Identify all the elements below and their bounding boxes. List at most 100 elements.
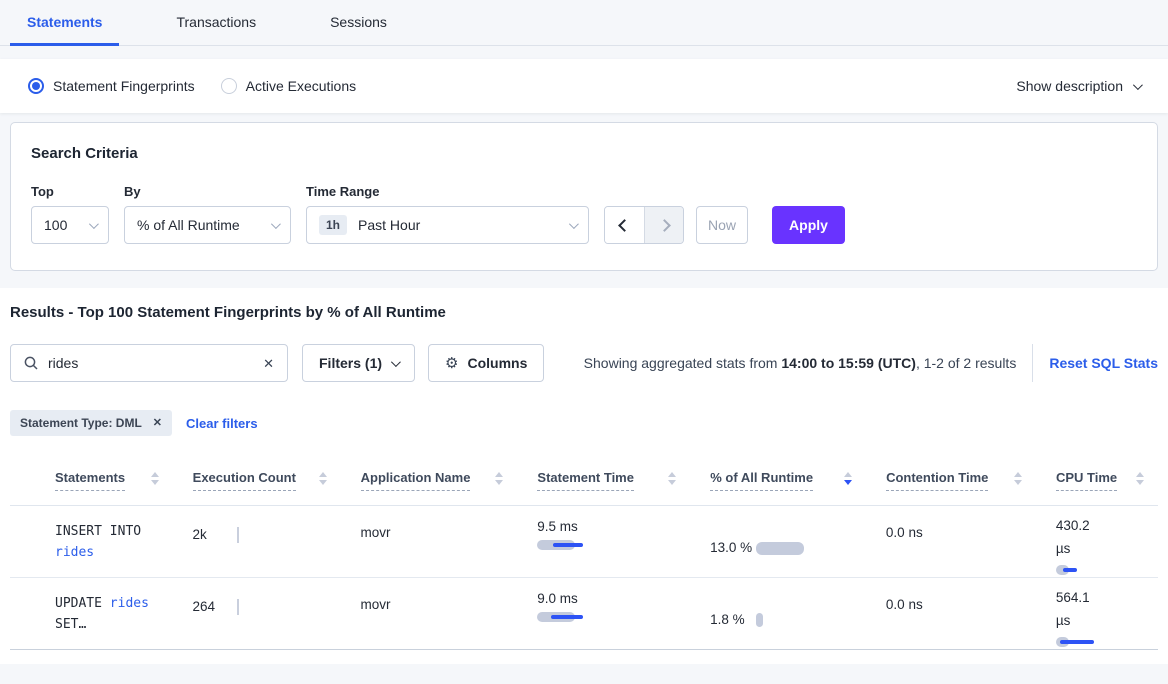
time-range-label: Time Range xyxy=(306,184,380,199)
by-field: By % of All Runtime xyxy=(124,184,291,244)
runtime-pct-value: 1.8 % xyxy=(710,612,745,627)
column-header-statements[interactable]: Statements xyxy=(55,450,193,505)
top-select[interactable]: 100 xyxy=(31,206,109,244)
cpu-time-bar xyxy=(1055,636,1108,648)
columns-button[interactable]: ⚙ Columns xyxy=(428,344,545,382)
chevron-right-icon xyxy=(657,218,671,232)
runtime-pct-bar xyxy=(756,613,764,627)
search-criteria-title: Search Criteria xyxy=(31,145,138,162)
column-header-runtime-pct[interactable]: % of All Runtime xyxy=(710,450,886,505)
reset-sql-stats-link[interactable]: Reset SQL Stats xyxy=(1049,355,1158,371)
clear-filters-link[interactable]: Clear filters xyxy=(186,415,258,431)
statements-table: Statements Execution Count Application N… xyxy=(10,450,1158,650)
table-row: UPDATE rides SET… 264 movr 9.0 ms 1.8 % xyxy=(10,578,1158,650)
cpu-time-bar xyxy=(1055,564,1108,576)
top-select-value: 100 xyxy=(44,217,68,233)
chevron-down-icon xyxy=(88,218,99,229)
results-section: Results - Top 100 Statement Fingerprints… xyxy=(0,288,1168,664)
column-header-contention-time[interactable]: Contention Time xyxy=(886,450,1056,505)
statement-time-value: 9.5 ms xyxy=(537,519,578,534)
apply-button[interactable]: Apply xyxy=(772,206,845,244)
execution-count-value: 2k xyxy=(192,526,207,542)
results-controls-row: ✕ Filters (1) ⚙ Columns Showing aggregat… xyxy=(10,344,1158,382)
statement-time-cell: 9.0 ms xyxy=(537,578,710,649)
search-box[interactable]: ✕ xyxy=(10,344,288,382)
vertical-divider xyxy=(1032,344,1034,382)
top-tabs: Statements Transactions Sessions xyxy=(0,0,1168,46)
column-header-label: Contention Time xyxy=(886,470,989,491)
statement-time-value: 9.0 ms xyxy=(537,591,578,606)
statement-table-link[interactable]: rides xyxy=(55,545,95,560)
previous-time-button[interactable] xyxy=(605,207,644,243)
column-header-label: Statements xyxy=(55,470,126,491)
column-header-statement-time[interactable]: Statement Time xyxy=(537,450,710,505)
search-input[interactable] xyxy=(48,355,254,371)
tab-statements-label: Statements xyxy=(27,13,103,30)
time-nav-group xyxy=(604,206,684,244)
sort-icon-active-desc[interactable] xyxy=(844,472,853,485)
search-icon xyxy=(24,356,38,370)
statement-fingerprint-link[interactable]: UPDATE rides SET… xyxy=(55,593,163,635)
execution-count-cell: 2k xyxy=(193,506,361,550)
filters-button[interactable]: Filters (1) xyxy=(302,344,416,382)
contention-time-value: 0.0 ns xyxy=(885,525,923,540)
radio-active-executions[interactable]: Active Executions xyxy=(220,78,356,94)
sort-icon[interactable] xyxy=(668,472,677,485)
sort-icon[interactable] xyxy=(1013,472,1022,485)
clear-search-icon[interactable]: ✕ xyxy=(263,355,274,371)
results-heading: Results - Top 100 Statement Fingerprints… xyxy=(10,304,446,321)
column-header-label: CPU Time xyxy=(1055,470,1118,491)
runtime-pct-value: 13.0 % xyxy=(710,540,753,555)
runtime-pct-cell: 1.8 % xyxy=(710,578,886,649)
remove-filter-icon[interactable]: ✕ xyxy=(152,416,163,429)
statement-time-bar xyxy=(537,611,589,623)
time-range-badge: 1h xyxy=(319,215,348,235)
top-field: Top 100 xyxy=(31,184,109,244)
sort-icon[interactable] xyxy=(1136,472,1144,485)
next-time-button[interactable] xyxy=(644,207,683,243)
tab-sessions[interactable]: Sessions xyxy=(313,0,404,46)
application-name-cell: movr xyxy=(360,506,537,577)
contention-time-cell: 0.0 ns xyxy=(886,578,1056,649)
sort-icon[interactable] xyxy=(150,472,159,485)
by-field-label: By xyxy=(124,184,141,199)
stats-time-range: 14:00 to 15:59 (UTC) xyxy=(781,355,916,371)
aggregated-stats-text: Showing aggregated stats from 14:00 to 1… xyxy=(584,355,1017,371)
application-name-cell: movr xyxy=(360,578,537,649)
chevron-down-icon xyxy=(568,218,579,229)
column-header-application-name[interactable]: Application Name xyxy=(360,450,538,505)
radio-unselected-icon[interactable] xyxy=(220,78,237,94)
show-description-toggle[interactable]: Show description xyxy=(1016,78,1143,94)
chevron-down-icon xyxy=(390,356,401,367)
table-row: INSERT INTO rides 2k movr 9.5 ms 13.0 % xyxy=(10,506,1158,578)
statement-cell: UPDATE rides SET… xyxy=(55,578,193,649)
by-select-value: % of All Runtime xyxy=(137,217,240,233)
runtime-pct-bar xyxy=(756,541,805,555)
chevron-left-icon xyxy=(618,218,631,232)
statement-fingerprint-link[interactable]: INSERT INTO rides xyxy=(55,521,163,563)
radio-statement-fingerprints[interactable]: Statement Fingerprints xyxy=(28,78,195,94)
contention-time-value: 0.0 ns xyxy=(885,597,923,612)
column-header-cpu-time[interactable]: CPU Time xyxy=(1055,450,1158,505)
column-header-label: Application Name xyxy=(360,470,471,491)
statement-table-link[interactable]: rides xyxy=(109,596,149,611)
radio-selected-icon[interactable] xyxy=(28,78,44,94)
sort-icon[interactable] xyxy=(318,472,327,485)
tab-statements[interactable]: Statements xyxy=(10,0,120,46)
tab-transactions[interactable]: Transactions xyxy=(159,0,273,46)
time-range-select[interactable]: 1h Past Hour xyxy=(306,206,589,244)
statement-text: SET… xyxy=(55,617,87,632)
chevron-down-icon xyxy=(270,218,281,229)
now-button[interactable]: Now xyxy=(696,206,748,244)
tab-transactions-label: Transactions xyxy=(176,13,257,30)
column-header-execution-count[interactable]: Execution Count xyxy=(192,450,361,505)
cpu-time-value: 564.1 µs xyxy=(1055,590,1090,628)
column-header-label: Execution Count xyxy=(192,470,296,491)
time-range-field: Time Range 1h Past Hour xyxy=(306,184,589,244)
statement-cell: INSERT INTO rides xyxy=(55,506,193,577)
execution-count-value: 264 xyxy=(192,598,216,614)
runtime-pct-cell: 13.0 % xyxy=(710,506,886,577)
by-select[interactable]: % of All Runtime xyxy=(124,206,291,244)
chevron-down-icon xyxy=(1132,79,1143,90)
sort-icon[interactable] xyxy=(495,472,504,485)
